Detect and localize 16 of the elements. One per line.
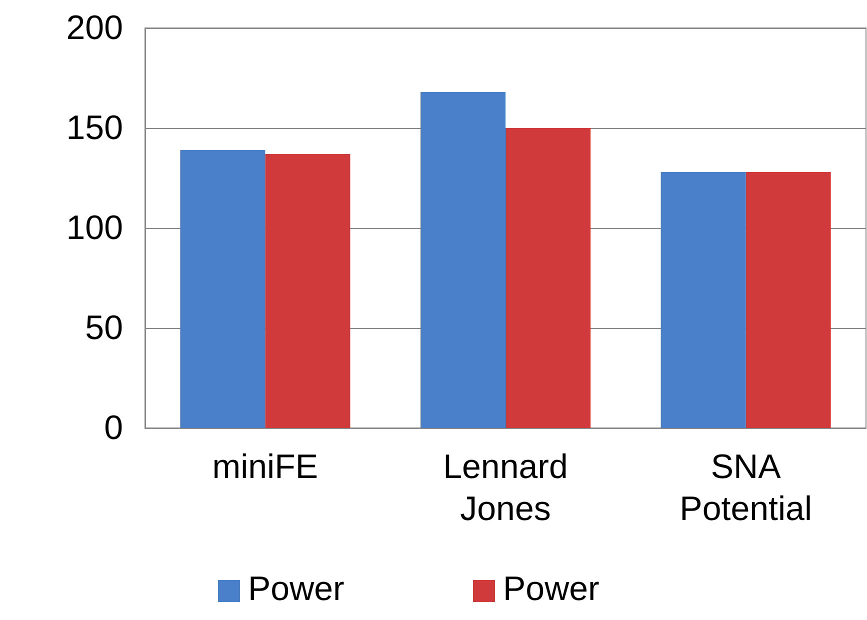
legend-label: Power <box>503 570 600 608</box>
bar <box>420 92 506 428</box>
y-tick-label: 200 <box>66 9 123 47</box>
bar <box>660 172 746 428</box>
y-tick-label: 100 <box>66 209 123 247</box>
bar <box>506 128 590 428</box>
x-tick-label: miniFE <box>212 448 318 486</box>
bar <box>746 172 831 428</box>
x-tick-label: SNA Potential <box>680 448 812 528</box>
y-tick-label: 150 <box>66 109 123 147</box>
x-tick-label: Lennard Jones <box>443 448 568 528</box>
bar <box>265 154 350 428</box>
y-tick-label: 50 <box>85 309 123 347</box>
y-tick-label: 0 <box>104 409 123 447</box>
legend-label: Power <box>248 570 344 608</box>
bar <box>180 150 266 428</box>
